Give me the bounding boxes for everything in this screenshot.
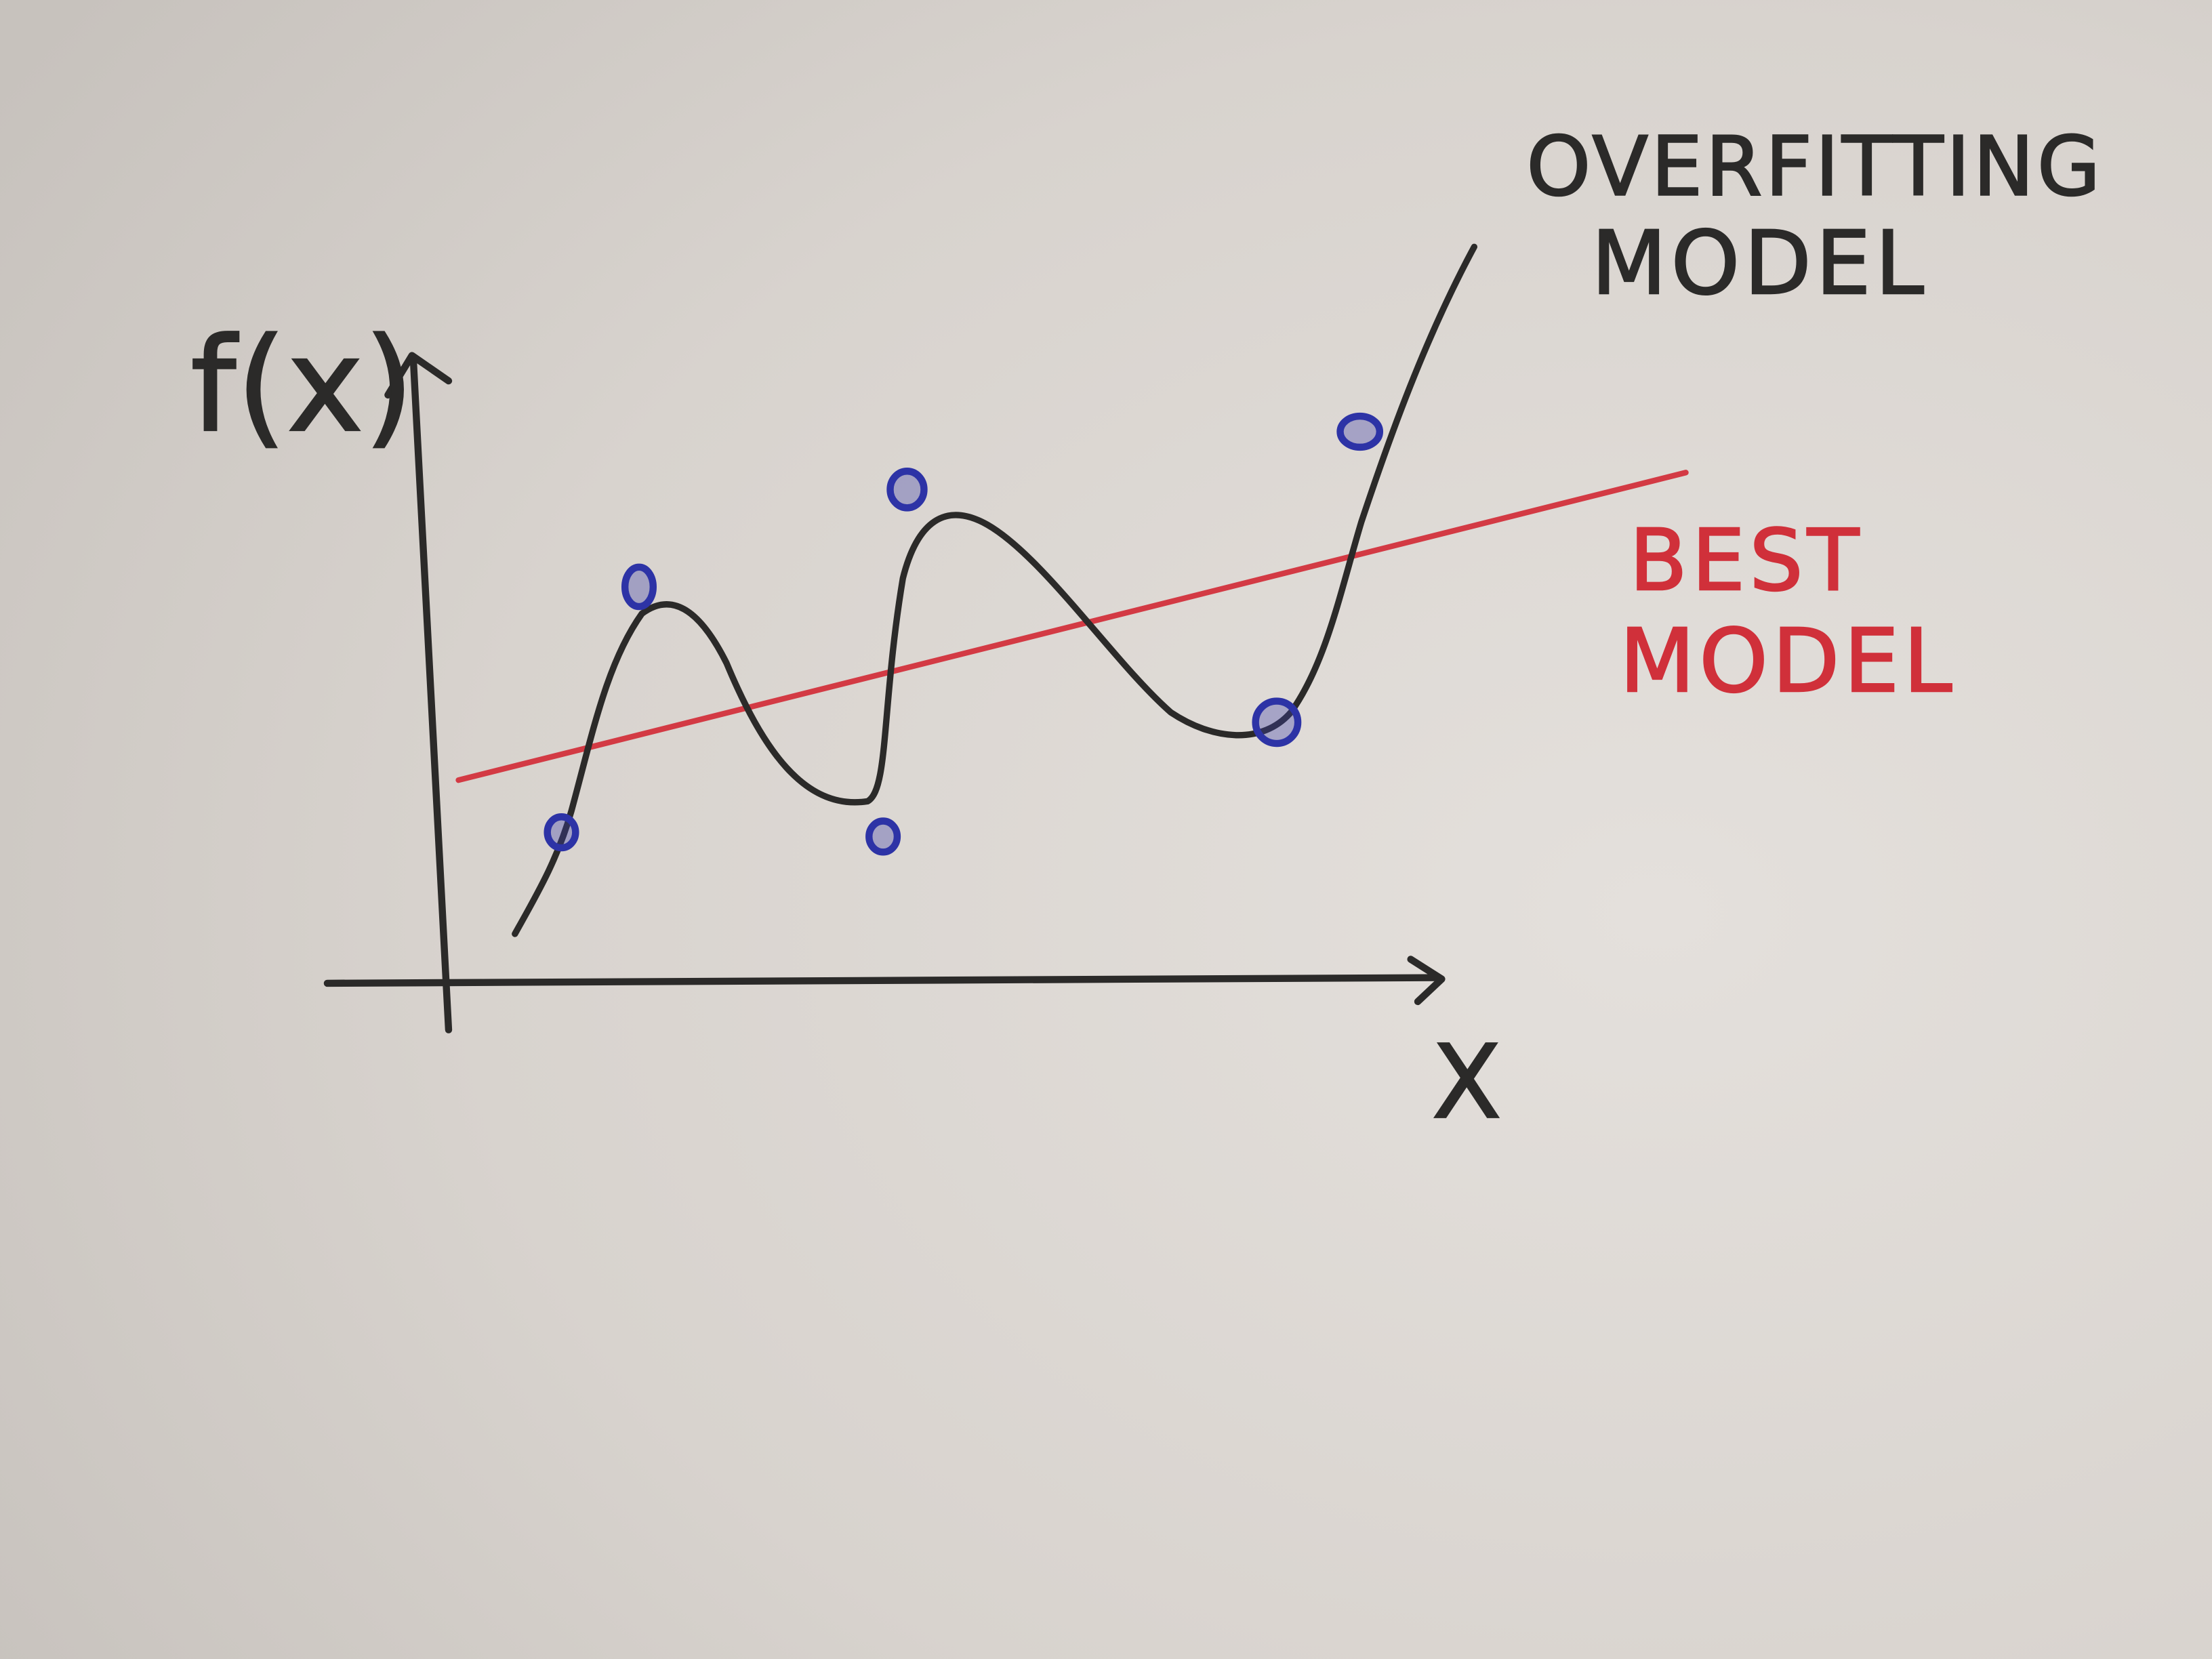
data-points: [544, 412, 1384, 856]
overfitting-curve: [512, 243, 1477, 937]
data-point: [1336, 412, 1384, 451]
annotation-line: MODEL: [1620, 611, 1957, 712]
best-model-line: [455, 470, 1689, 783]
x-axis: [323, 974, 1443, 987]
annotation-line: MODEL: [1591, 213, 1928, 314]
y-axis: [409, 356, 453, 1033]
x-axis-label: X: [1432, 1024, 1502, 1142]
y-arrow: [384, 352, 453, 399]
axes: [323, 352, 1446, 1033]
annotation-line: BEST: [1629, 512, 1863, 610]
x-arrow: [1407, 956, 1446, 1006]
data-point: [621, 563, 657, 611]
y-axis-label: f(x): [190, 310, 414, 462]
data-point: [1252, 697, 1302, 747]
data-point: [865, 817, 901, 856]
data-point: [886, 468, 928, 512]
data-point: [544, 813, 579, 852]
annotation-line: OVERFITTING: [1526, 119, 2103, 214]
